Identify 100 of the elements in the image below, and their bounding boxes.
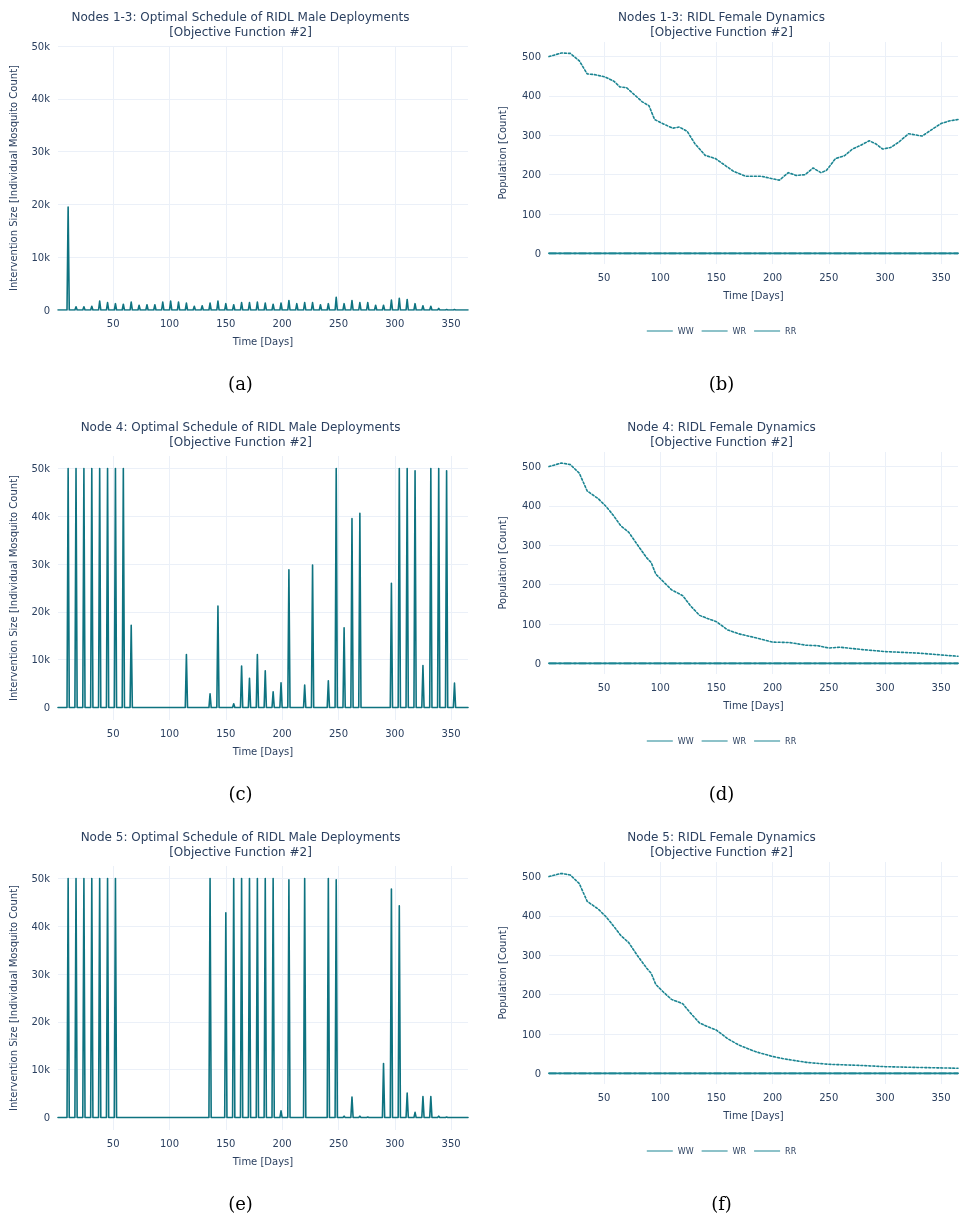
y-tick-label: 500 [521,51,541,63]
x-tick-label: 250 [819,271,839,283]
x-tick-label: 300 [385,1137,405,1149]
x-axis-title: Time [Days] [722,289,784,301]
y-tick-label: 0 [43,1112,50,1124]
x-tick-label: 150 [706,1091,726,1103]
text: (b) [708,372,735,394]
line-series [548,462,959,658]
x-tick-label: 50 [597,1091,611,1103]
chart-title: Node 4: RIDL Female Dynamics [Objective Function #2] [627,420,816,449]
chart-title: Nodes 1-3: Optimal Schedule of RIDL Male Deployments [Objective Function #2] [71,10,410,39]
x-tick-label: 350 [931,681,951,693]
y-tick-label: 100 [521,618,541,630]
x-tick-label: 300 [385,317,405,329]
y-tick-label: 20k [31,606,51,618]
y-tick-label: 400 [521,90,541,102]
x-tick-label: 50 [106,1137,120,1149]
chart-title: Node 5: Optimal Schedule of RIDL Male Deployments [Objective Function #2] [80,830,401,859]
y-tick-label: 500 [521,871,541,883]
x-tick-label: 300 [875,1091,895,1103]
x-tick-label: 250 [819,681,839,693]
y-tick-label: 200 [521,989,541,1001]
chart-title: Node 5: RIDL Female Dynamics [Objective Function #2] [627,830,816,859]
y-tick-label: 200 [521,579,541,591]
y-tick-label: 0 [534,247,541,259]
x-tick-label: 200 [763,681,783,693]
legend-label: WR [732,326,747,336]
legend-label: WR [732,736,747,746]
y-tick-label: 40k [31,920,51,932]
y-tick-label: 100 [521,1028,541,1040]
legend-label: RR [785,736,797,746]
x-tick-label: 100 [650,681,670,693]
x-tick-label: 350 [441,727,461,739]
x-tick-label: 100 [159,1137,180,1149]
x-tick-label: 250 [819,1091,839,1103]
chart-title: Node 4: Optimal Schedule of RIDL Male Deployments [Objective Function #2] [80,420,401,449]
chart-title: Nodes 1-3: RIDL Female Dynamics [Objective Function #2] [618,10,825,39]
x-tick-label: 250 [328,727,349,739]
x-tick-label: 350 [441,1137,461,1149]
x-tick-label: 150 [706,271,726,283]
x-tick-label: 250 [328,317,349,329]
x-tick-label: 50 [597,681,611,693]
x-tick-label: 100 [650,271,670,283]
x-tick-label: 350 [931,271,951,283]
x-tick-label: 350 [931,1091,951,1103]
line-series [548,872,959,1070]
text: (a) [228,372,253,394]
y-tick-label: 10k [31,1064,51,1076]
y-tick-label: 10k [31,251,51,263]
x-tick-label: 150 [706,681,726,693]
y-tick-label: 500 [521,461,541,473]
y-tick-label: 10k [31,654,51,666]
x-tick-label: 300 [385,727,405,739]
y-axis-title: Population [Count] [496,106,508,200]
y-tick-label: 100 [521,208,541,220]
y-tick-label: 40k [31,93,51,105]
y-tick-label: 0 [43,304,50,316]
text: (e) [228,1192,253,1214]
y-tick-label: 300 [521,129,541,141]
line-series [548,52,959,181]
text: (c) [228,782,253,804]
line-series [57,467,469,709]
x-axis-title: Time [Days] [231,1155,294,1167]
x-tick-label: 300 [875,681,895,693]
text: (f) [711,1192,732,1214]
x-tick-label: 200 [272,1137,292,1149]
y-axis-title: Intervention Size [Individual Mosquito Count] [7,474,19,701]
x-axis-title: Time [Days] [722,699,784,711]
x-axis-title: Time [Days] [722,1109,784,1121]
legend-label: RR [785,326,797,336]
x-tick-label: 100 [159,727,180,739]
y-tick-label: 400 [521,910,541,922]
y-tick-label: 300 [521,539,541,551]
y-axis-title: Intervention Size [Individual Mosquito Count] [7,64,19,291]
x-tick-label: 350 [441,317,461,329]
y-tick-label: 50k [31,872,51,884]
text: (d) [708,782,735,804]
x-tick-label: 150 [216,317,236,329]
y-axis-title: Population [Count] [496,516,508,610]
x-tick-label: 100 [159,317,180,329]
x-tick-label: 150 [216,727,236,739]
x-axis-title: Time [Days] [231,745,294,757]
y-tick-label: 300 [521,949,541,961]
y-tick-label: 200 [521,169,541,181]
y-tick-label: 0 [43,702,50,714]
x-tick-label: 200 [763,271,783,283]
x-tick-label: 50 [597,271,611,283]
x-tick-label: 200 [272,727,292,739]
y-tick-label: 20k [31,1016,51,1028]
y-tick-label: 0 [534,1067,541,1079]
x-axis-title: Time [Days] [231,335,294,347]
y-tick-label: 30k [31,968,51,980]
x-tick-label: 200 [272,317,292,329]
legend-label: WW [677,736,694,746]
x-tick-label: 50 [106,727,120,739]
y-axis-title: Intervention Size [Individual Mosquito Count] [7,884,19,1111]
x-tick-label: 50 [106,317,120,329]
legend-label: WW [677,326,694,336]
y-tick-label: 50k [31,462,51,474]
y-tick-label: 20k [31,198,51,210]
